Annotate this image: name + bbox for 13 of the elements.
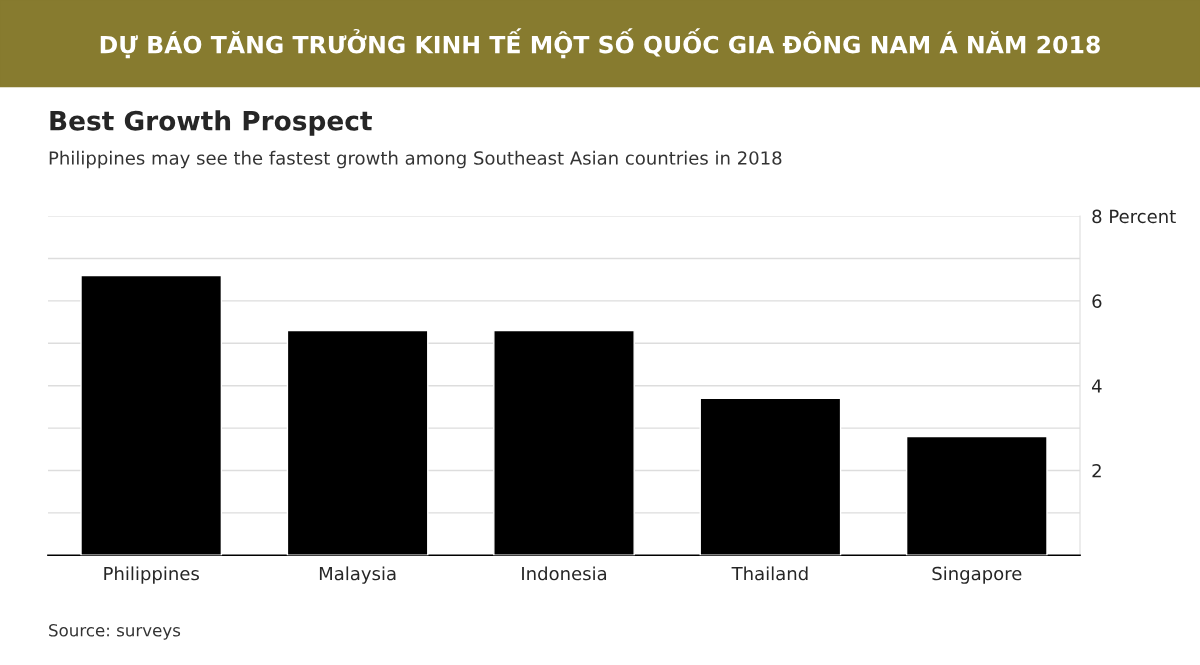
x-tick-label: Philippines — [104, 566, 199, 584]
y-tick-label: 2 — [1092, 463, 1101, 478]
chart-subtitle: Best Growth Prospect — [50, 110, 372, 136]
chart-title: DỰ BÁO TĂNG TRƯỞNG KINH TẾ MỘT SỐ QUỐC GIA ĐÔNG NAM Á NĂM 2018 — [100, 28, 1100, 59]
source-note: Source: surveys — [49, 623, 181, 640]
x-tick-label: Malaysia — [319, 566, 396, 584]
y-tick-label: 6 — [1092, 294, 1102, 309]
x-tick-label: Thailand — [731, 566, 808, 581]
x-tick-label: Singapore — [932, 566, 1022, 584]
y-tick-label: 8 Percent — [1092, 209, 1176, 224]
y-tick-label: 4 — [1091, 379, 1102, 393]
x-tick-label: Indonesia — [522, 566, 607, 581]
text: Philippines may see the fastest growth among Southeast Asian countries in 2018 — [49, 150, 782, 169]
